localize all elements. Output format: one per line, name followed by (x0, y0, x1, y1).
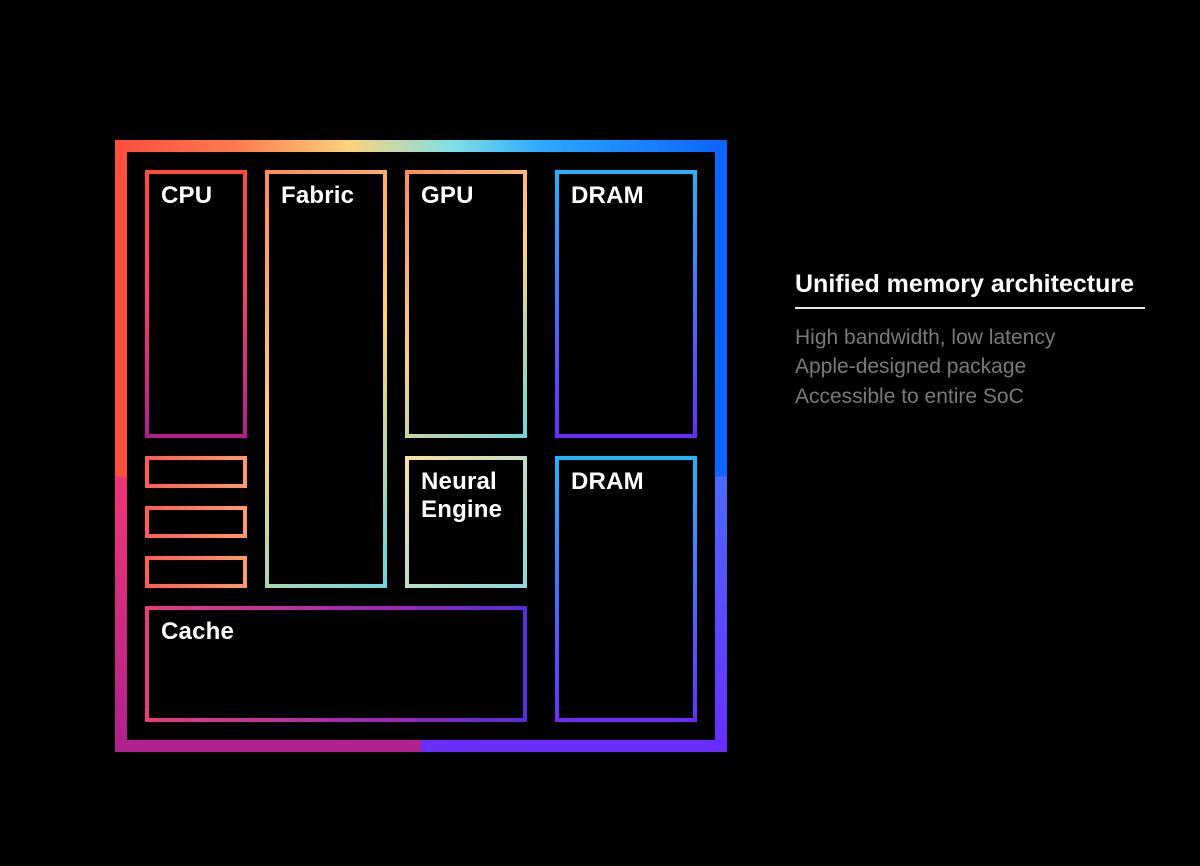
cpu-block: CPU (145, 170, 247, 438)
dram-block-top: DRAM (555, 170, 697, 438)
aux-block-1 (145, 456, 247, 488)
diagram-stage: CPU Fabric GPU Neural Engine Cache DRAM … (0, 0, 1200, 866)
subtitle-line-3: Accessible to entire SoC (795, 382, 1155, 411)
gpu-label: GPU (421, 182, 474, 209)
dram-label-bottom: DRAM (571, 468, 644, 495)
title-text: Unified memory architecture (795, 270, 1155, 299)
fabric-block: Fabric (265, 170, 387, 588)
title-underline (795, 307, 1145, 309)
subtitle-line-1: High bandwidth, low latency (795, 323, 1155, 352)
fabric-label: Fabric (281, 182, 354, 209)
subtitle-list: High bandwidth, low latencyApple-designe… (795, 323, 1155, 411)
cache-label: Cache (161, 618, 234, 645)
neural-engine-label: Neural Engine (421, 468, 502, 523)
aux-block-2 (145, 506, 247, 538)
description-panel: Unified memory architecture High bandwid… (795, 270, 1155, 411)
subtitle-line-2: Apple-designed package (795, 352, 1155, 381)
dram-label-top: DRAM (571, 182, 644, 209)
gpu-block: GPU (405, 170, 527, 438)
cpu-label: CPU (161, 182, 212, 209)
cache-block: Cache (145, 606, 527, 722)
aux-block-3 (145, 556, 247, 588)
chip-outer-border: CPU Fabric GPU Neural Engine Cache DRAM … (115, 140, 727, 752)
neural-engine-block: Neural Engine (405, 456, 527, 588)
chip-diagram: CPU Fabric GPU Neural Engine Cache DRAM … (115, 140, 727, 752)
dram-block-bottom: DRAM (555, 456, 697, 722)
